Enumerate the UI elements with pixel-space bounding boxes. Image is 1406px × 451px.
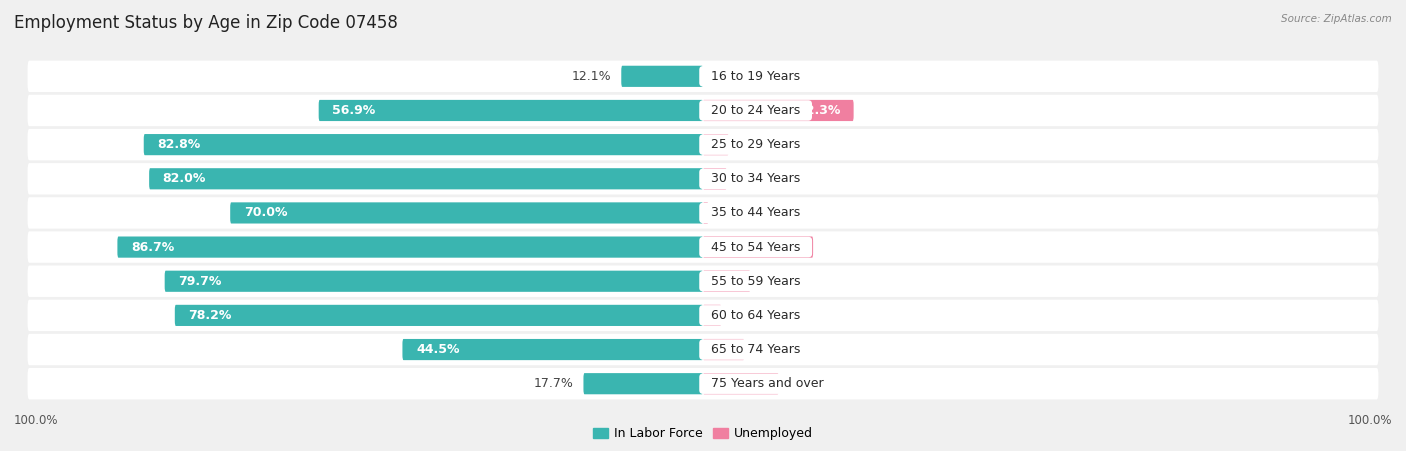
Text: 7.0%: 7.0% [761,275,793,288]
FancyBboxPatch shape [117,236,703,258]
Text: Source: ZipAtlas.com: Source: ZipAtlas.com [1281,14,1392,23]
FancyBboxPatch shape [143,134,703,155]
FancyBboxPatch shape [703,134,728,155]
Text: 0.0%: 0.0% [713,70,745,83]
FancyBboxPatch shape [621,66,703,87]
Text: 12.1%: 12.1% [571,70,612,83]
Text: 78.2%: 78.2% [188,309,232,322]
FancyBboxPatch shape [231,202,703,224]
Text: 65 to 74 Years: 65 to 74 Years [703,343,808,356]
Text: 75 Years and over: 75 Years and over [703,377,831,390]
Text: 3.8%: 3.8% [738,138,770,151]
Text: 60 to 64 Years: 60 to 64 Years [703,309,808,322]
Text: 70.0%: 70.0% [243,207,287,220]
FancyBboxPatch shape [28,163,1378,194]
FancyBboxPatch shape [28,95,1378,126]
FancyBboxPatch shape [28,197,1378,229]
Text: 16.3%: 16.3% [756,240,800,253]
Text: 100.0%: 100.0% [14,414,59,428]
FancyBboxPatch shape [28,299,1378,331]
Text: 82.0%: 82.0% [163,172,207,185]
Text: 55 to 59 Years: 55 to 59 Years [703,275,808,288]
Text: 2.7%: 2.7% [731,309,763,322]
FancyBboxPatch shape [402,339,703,360]
FancyBboxPatch shape [28,368,1378,400]
Text: 16 to 19 Years: 16 to 19 Years [703,70,808,83]
Text: 3.5%: 3.5% [737,172,769,185]
FancyBboxPatch shape [703,236,813,258]
FancyBboxPatch shape [28,231,1378,263]
FancyBboxPatch shape [28,129,1378,161]
FancyBboxPatch shape [703,373,779,394]
Text: 30 to 34 Years: 30 to 34 Years [703,172,808,185]
FancyBboxPatch shape [583,373,703,394]
Text: 82.8%: 82.8% [157,138,201,151]
FancyBboxPatch shape [165,271,703,292]
FancyBboxPatch shape [703,168,727,189]
FancyBboxPatch shape [174,305,703,326]
Text: Employment Status by Age in Zip Code 07458: Employment Status by Age in Zip Code 074… [14,14,398,32]
FancyBboxPatch shape [703,305,721,326]
Text: 79.7%: 79.7% [179,275,222,288]
FancyBboxPatch shape [703,202,709,224]
FancyBboxPatch shape [28,60,1378,92]
FancyBboxPatch shape [319,100,703,121]
Text: 86.7%: 86.7% [131,240,174,253]
Legend: In Labor Force, Unemployed: In Labor Force, Unemployed [588,423,818,446]
Text: 44.5%: 44.5% [416,343,460,356]
Text: 20 to 24 Years: 20 to 24 Years [703,104,808,117]
Text: 6.1%: 6.1% [755,343,786,356]
Text: 17.7%: 17.7% [533,377,574,390]
FancyBboxPatch shape [28,334,1378,365]
Text: 56.9%: 56.9% [332,104,375,117]
Text: 22.3%: 22.3% [797,104,841,117]
Text: 45 to 54 Years: 45 to 54 Years [703,240,808,253]
Text: 11.2%: 11.2% [789,377,828,390]
Text: 25 to 29 Years: 25 to 29 Years [703,138,808,151]
FancyBboxPatch shape [703,339,744,360]
Text: 0.8%: 0.8% [718,207,751,220]
FancyBboxPatch shape [28,266,1378,297]
Text: 35 to 44 Years: 35 to 44 Years [703,207,808,220]
FancyBboxPatch shape [703,100,853,121]
FancyBboxPatch shape [149,168,703,189]
FancyBboxPatch shape [703,271,751,292]
Text: 100.0%: 100.0% [1347,414,1392,428]
